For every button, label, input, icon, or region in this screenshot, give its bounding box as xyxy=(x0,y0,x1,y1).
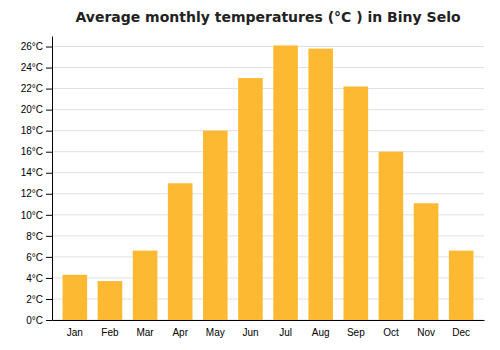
tick: 18°C xyxy=(21,125,52,136)
plot-area: 0°C 2°C 4°C 6°C 8°C 10°C 12°C 14°C 16°C 18°C 20°C 2… xyxy=(21,37,485,339)
tick: 6°C xyxy=(26,252,52,263)
grid xyxy=(52,47,484,320)
tick-mark xyxy=(46,131,52,132)
tick-label: 6°C xyxy=(26,252,43,263)
bar xyxy=(98,281,123,320)
tick-label: 8°C xyxy=(26,231,43,242)
tick: 0°C xyxy=(26,315,52,326)
tick-mark xyxy=(46,110,52,111)
grid-line xyxy=(52,172,484,173)
tick-label: 24°C xyxy=(21,62,43,73)
tick-label: Aug xyxy=(312,327,330,338)
tick-mark xyxy=(46,47,52,48)
y-axis: 0°C 2°C 4°C 6°C 8°C 10°C 12°C 14°C 16°C 18°C 20°C 2… xyxy=(21,37,53,326)
bar xyxy=(168,183,193,320)
bar xyxy=(133,251,158,320)
tick: Oct xyxy=(383,327,399,338)
tick-label: Feb xyxy=(101,327,119,338)
tick: Nov xyxy=(417,327,435,338)
bar xyxy=(344,86,369,320)
tick-mark xyxy=(46,152,52,153)
chart-container: 0°C 2°C 4°C 6°C 8°C 10°C 12°C 14°C 16°C 18°C 20°C 2… xyxy=(0,0,500,350)
tick: Sep xyxy=(347,327,365,338)
tick-mark xyxy=(46,215,52,216)
tick-mark xyxy=(46,89,52,90)
tick: 4°C xyxy=(26,273,52,284)
tick: 16°C xyxy=(21,146,52,157)
tick-label: Jan xyxy=(67,327,83,338)
tick: 14°C xyxy=(21,167,52,178)
tick: 10°C xyxy=(21,210,52,221)
x-axis: Jan Feb Mar Apr May Jun Jul Aug Sep Oct Nov Dec xyxy=(53,321,485,339)
tick-label: 12°C xyxy=(21,188,43,199)
tick: 8°C xyxy=(26,231,52,242)
tick-label: 16°C xyxy=(21,146,43,157)
tick-label: 20°C xyxy=(21,104,43,115)
tick: May xyxy=(206,327,225,338)
title: Average monthly temperatures (°C ) in Bi… xyxy=(75,9,461,25)
grid-line xyxy=(52,46,484,47)
tick-mark xyxy=(46,299,52,300)
tick: 24°C xyxy=(21,62,52,73)
tick-mark xyxy=(46,68,52,69)
tick-mark xyxy=(46,236,52,237)
grid-line xyxy=(52,130,484,131)
tick-label: Nov xyxy=(417,327,435,338)
tick: 20°C xyxy=(21,104,52,115)
bar xyxy=(308,49,333,320)
tick-label: Dec xyxy=(452,327,470,338)
tick: Apr xyxy=(172,327,188,338)
tick: Jul xyxy=(279,327,292,338)
tick-mark xyxy=(46,257,52,258)
tick: 12°C xyxy=(21,188,52,199)
tick-label: 2°C xyxy=(26,294,43,305)
tick-label: 0°C xyxy=(26,315,43,326)
bar xyxy=(203,131,228,320)
bar xyxy=(238,78,263,320)
tick: Jan xyxy=(67,327,83,338)
grid-line xyxy=(52,193,484,194)
bars xyxy=(63,45,474,320)
bar xyxy=(449,251,474,320)
tick-label: Apr xyxy=(172,327,188,338)
tick: Aug xyxy=(312,327,330,338)
tick-label: 14°C xyxy=(21,167,43,178)
grid-line xyxy=(52,67,484,68)
tick-label: 18°C xyxy=(21,125,43,136)
tick-mark xyxy=(46,194,52,195)
tick-label: Mar xyxy=(136,327,154,338)
tick-label: 26°C xyxy=(21,41,43,52)
tick-mark xyxy=(46,173,52,174)
tick-label: 22°C xyxy=(21,83,43,94)
tick: Dec xyxy=(452,327,470,338)
tick-label: Oct xyxy=(383,327,399,338)
bar xyxy=(414,203,439,320)
bar xyxy=(63,275,88,320)
tick: 22°C xyxy=(21,83,52,94)
tick-label: Jun xyxy=(242,327,258,338)
tick: Mar xyxy=(136,327,154,338)
chart-svg: 0°C 2°C 4°C 6°C 8°C 10°C 12°C 14°C 16°C 18°C 20°C 2… xyxy=(0,0,500,350)
grid-line xyxy=(52,88,484,89)
tick: Jun xyxy=(242,327,258,338)
tick-label: 10°C xyxy=(21,210,43,221)
tick: Feb xyxy=(101,327,119,338)
grid-line xyxy=(52,109,484,110)
tick-mark xyxy=(46,278,52,279)
axis-line xyxy=(53,320,485,321)
tick-label: Sep xyxy=(347,327,365,338)
tick: 2°C xyxy=(26,294,52,305)
tick-label: May xyxy=(206,327,225,338)
bar xyxy=(379,152,404,320)
axis-line xyxy=(52,37,53,321)
tick-mark xyxy=(46,320,52,321)
tick-label: 4°C xyxy=(26,273,43,284)
bar xyxy=(273,45,298,320)
tick: 26°C xyxy=(21,41,52,52)
tick-label: Jul xyxy=(279,327,292,338)
grid-line xyxy=(52,151,484,152)
